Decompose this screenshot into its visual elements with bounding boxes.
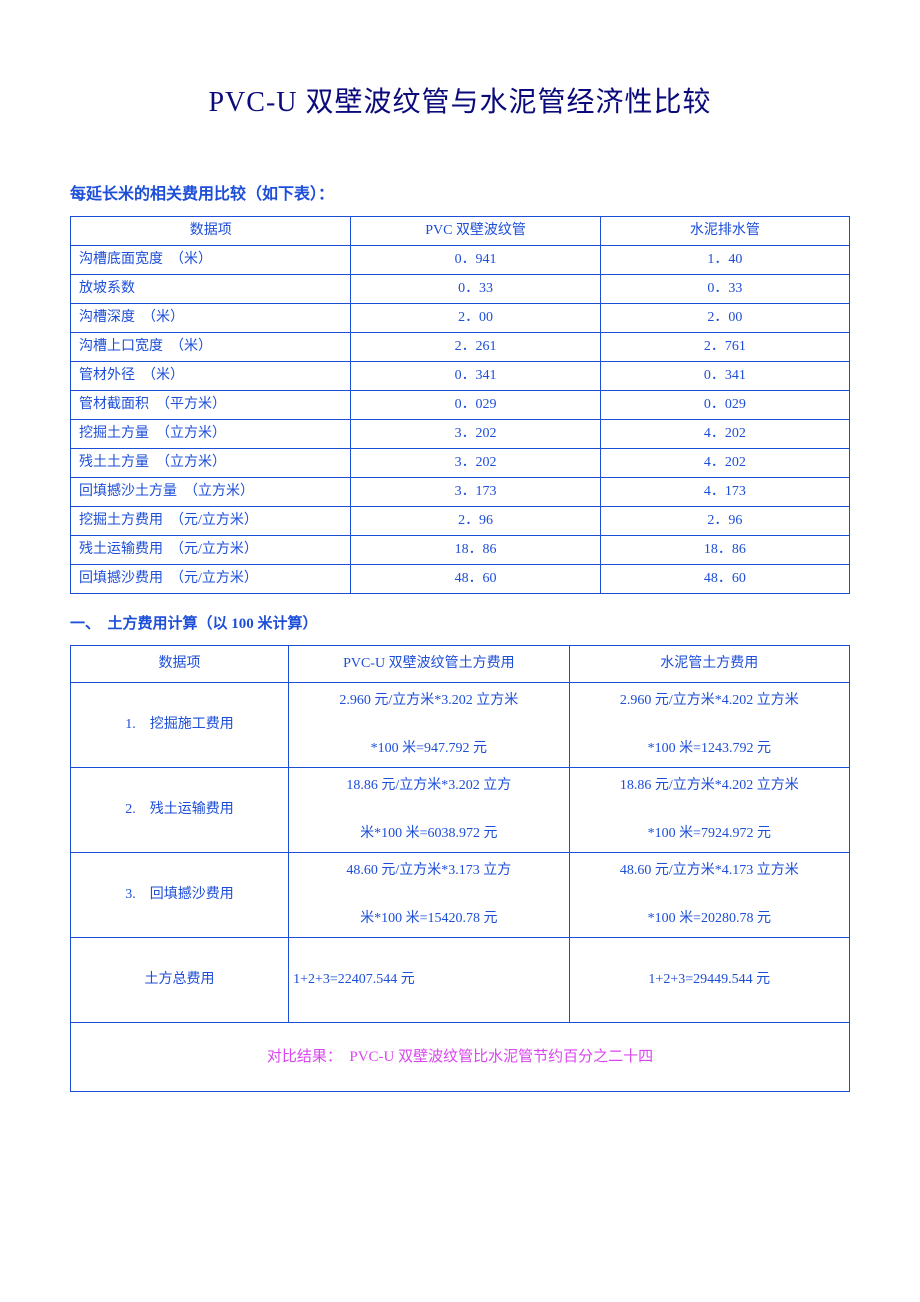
t2-label: 1. 挖掘施工费用 bbox=[71, 683, 289, 768]
t2-cement: 18.86 元/立方米*4.202 立方米*100 米=7924.972 元 bbox=[569, 768, 849, 853]
table-row: 管材外径 （米）0．3410．341 bbox=[71, 362, 850, 391]
t1-label: 残土运输费用 （元/立方米） bbox=[71, 536, 351, 565]
table-row: 放坡系数0．330．33 bbox=[71, 275, 850, 304]
t1-label: 挖掘土方量 （立方米） bbox=[71, 420, 351, 449]
t2-head-item: 数据项 bbox=[71, 646, 289, 683]
table-row: 管材截面积 （平方米）0．0290．029 bbox=[71, 391, 850, 420]
t2-pvc: 18.86 元/立方米*3.202 立方米*100 米=6038.972 元 bbox=[289, 768, 569, 853]
t1-label: 挖掘土方费用 （元/立方米） bbox=[71, 507, 351, 536]
t1-pvc: 0．341 bbox=[351, 362, 600, 391]
comparison-table-1: 数据项 PVC 双壁波纹管 水泥排水管 沟槽底面宽度 （米）0．9411．40 … bbox=[70, 216, 850, 594]
table-row: 沟槽底面宽度 （米）0．9411．40 bbox=[71, 246, 850, 275]
page-title: PVC-U 双壁波纹管与水泥管经济性比较 bbox=[70, 80, 850, 120]
t1-cement: 0．029 bbox=[600, 391, 849, 420]
table-row: 回填撼沙土方量 （立方米）3．1734．173 bbox=[71, 478, 850, 507]
table-row: 挖掘土方量 （立方米）3．2024．202 bbox=[71, 420, 850, 449]
t1-pvc: 0．941 bbox=[351, 246, 600, 275]
section1-heading: 每延长米的相关费用比较（如下表）： bbox=[70, 180, 850, 204]
table-row: 残土土方量 （立方米）3．2024．202 bbox=[71, 449, 850, 478]
t1-label: 回填撼沙土方量 （立方米） bbox=[71, 478, 351, 507]
t2-head-pvc: PVC-U 双壁波纹管土方费用 bbox=[289, 646, 569, 683]
table-row: 3. 回填撼沙费用 48.60 元/立方米*3.173 立方米*100 米=15… bbox=[71, 853, 850, 938]
t1-cement: 2．96 bbox=[600, 507, 849, 536]
table-row: 残土运输费用 （元/立方米）18．8618．86 bbox=[71, 536, 850, 565]
t1-label: 放坡系数 bbox=[71, 275, 351, 304]
earthwork-cost-table: 数据项 PVC-U 双壁波纹管土方费用 水泥管土方费用 1. 挖掘施工费用 2.… bbox=[70, 645, 850, 1092]
t1-label: 回填撼沙费用 （元/立方米） bbox=[71, 565, 351, 594]
t1-pvc: 0．33 bbox=[351, 275, 600, 304]
t1-label: 沟槽深度 （米） bbox=[71, 304, 351, 333]
t2-pvc: 2.960 元/立方米*3.202 立方米*100 米=947.792 元 bbox=[289, 683, 569, 768]
t1-cement: 48．60 bbox=[600, 565, 849, 594]
table-row: 土方总费用 1+2+3=22407.544 元 1+2+3=29449.544 … bbox=[71, 938, 850, 1023]
t1-head-cement: 水泥排水管 bbox=[600, 217, 849, 246]
table-row: 挖掘土方费用 （元/立方米）2．962．96 bbox=[71, 507, 850, 536]
t1-pvc: 3．173 bbox=[351, 478, 600, 507]
t1-cement: 4．202 bbox=[600, 420, 849, 449]
t2-cement: 1+2+3=29449.544 元 bbox=[569, 938, 849, 1023]
t1-label: 管材截面积 （平方米） bbox=[71, 391, 351, 420]
t1-head-pvc: PVC 双壁波纹管 bbox=[351, 217, 600, 246]
t2-label: 土方总费用 bbox=[71, 938, 289, 1023]
t1-pvc: 3．202 bbox=[351, 420, 600, 449]
t2-pvc: 48.60 元/立方米*3.173 立方米*100 米=15420.78 元 bbox=[289, 853, 569, 938]
t2-cement: 48.60 元/立方米*4.173 立方米*100 米=20280.78 元 bbox=[569, 853, 849, 938]
table-row: 沟槽深度 （米）2．002．00 bbox=[71, 304, 850, 333]
t1-head-item: 数据项 bbox=[71, 217, 351, 246]
t1-label: 管材外径 （米） bbox=[71, 362, 351, 391]
t2-label: 2. 残土运输费用 bbox=[71, 768, 289, 853]
table-row: 2. 残土运输费用 18.86 元/立方米*3.202 立方米*100 米=60… bbox=[71, 768, 850, 853]
t1-cement: 18．86 bbox=[600, 536, 849, 565]
comparison-result: 对比结果： PVC-U 双壁波纹管比水泥管节约百分之二十四 bbox=[71, 1023, 850, 1092]
t1-cement: 4．173 bbox=[600, 478, 849, 507]
section2-heading: 一、 土方费用计算（以 100 米计算） bbox=[70, 612, 850, 633]
t1-cement: 2．761 bbox=[600, 333, 849, 362]
t1-pvc: 2．96 bbox=[351, 507, 600, 536]
t1-pvc: 0．029 bbox=[351, 391, 600, 420]
t2-cement: 2.960 元/立方米*4.202 立方米*100 米=1243.792 元 bbox=[569, 683, 849, 768]
t2-label: 3. 回填撼沙费用 bbox=[71, 853, 289, 938]
t1-pvc: 18．86 bbox=[351, 536, 600, 565]
t1-cement: 0．33 bbox=[600, 275, 849, 304]
result-row: 对比结果： PVC-U 双壁波纹管比水泥管节约百分之二十四 bbox=[71, 1023, 850, 1092]
t2-head-cement: 水泥管土方费用 bbox=[569, 646, 849, 683]
t1-pvc: 2．261 bbox=[351, 333, 600, 362]
table-row: 1. 挖掘施工费用 2.960 元/立方米*3.202 立方米*100 米=94… bbox=[71, 683, 850, 768]
table1-header-row: 数据项 PVC 双壁波纹管 水泥排水管 bbox=[71, 217, 850, 246]
t2-pvc: 1+2+3=22407.544 元 bbox=[289, 938, 569, 1023]
t1-pvc: 2．00 bbox=[351, 304, 600, 333]
t1-cement: 4．202 bbox=[600, 449, 849, 478]
table2-header-row: 数据项 PVC-U 双壁波纹管土方费用 水泥管土方费用 bbox=[71, 646, 850, 683]
t1-cement: 2．00 bbox=[600, 304, 849, 333]
t1-cement: 1．40 bbox=[600, 246, 849, 275]
t1-cement: 0．341 bbox=[600, 362, 849, 391]
t1-pvc: 3．202 bbox=[351, 449, 600, 478]
t1-label: 沟槽上口宽度 （米） bbox=[71, 333, 351, 362]
t1-label: 沟槽底面宽度 （米） bbox=[71, 246, 351, 275]
t1-pvc: 48．60 bbox=[351, 565, 600, 594]
table-row: 沟槽上口宽度 （米）2．2612．761 bbox=[71, 333, 850, 362]
table-row: 回填撼沙费用 （元/立方米）48．6048．60 bbox=[71, 565, 850, 594]
t1-label: 残土土方量 （立方米） bbox=[71, 449, 351, 478]
